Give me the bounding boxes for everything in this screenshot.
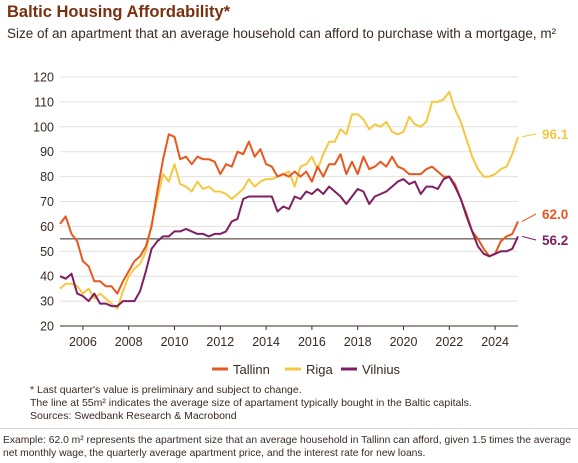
chart-subtitle: Size of an apartment that an average hou…	[7, 26, 557, 41]
y-tick-label-50: 50	[40, 245, 54, 259]
series-group	[59, 90, 519, 310]
end-label-connector-riga	[521, 133, 537, 138]
x-tick-label-2006: 2006	[69, 335, 97, 349]
x-tick-label-2014: 2014	[252, 335, 280, 349]
y-tick-label-70: 70	[40, 195, 54, 209]
gridlines	[60, 76, 518, 327]
y-axis: 20 30 40 50 60 70 80 90 100 110 120	[33, 71, 54, 334]
footnote-preliminary: * Last quarter's value is preliminary an…	[30, 384, 302, 396]
end-labels: 62.0 96.1 56.2	[521, 127, 569, 248]
divider	[0, 428, 578, 429]
y-tick-label-120: 120	[33, 71, 54, 85]
x-axis: 2006 2008 2010 2012 2014 2016 2018 2020 2022 2024	[60, 325, 518, 349]
x-tick-label-2012: 2012	[206, 335, 234, 349]
end-label-connector-tallinn	[521, 213, 537, 222]
x-tick-label-2024: 2024	[481, 335, 509, 349]
legend-label-vilnius: Vilnius	[362, 362, 401, 377]
footnote-reference-line: The line at 55m² indicates the average s…	[30, 397, 472, 409]
footnote-sources: Sources: Swedbank Research & Macrobond	[30, 410, 237, 422]
series-line-tallinn	[59, 133, 519, 295]
x-tick-label-2018: 2018	[344, 335, 372, 349]
x-tick-label-2016: 2016	[298, 335, 326, 349]
end-label-riga: 96.1	[542, 127, 569, 142]
y-tick-label-30: 30	[40, 295, 54, 309]
example-note: Example: 62.0 m² represents the apartmen…	[3, 435, 572, 459]
end-label-connector-vilnius	[521, 235, 537, 241]
x-tick-label-2010: 2010	[161, 335, 189, 349]
y-tick-label-100: 100	[33, 120, 54, 134]
legend-label-riga: Riga	[306, 362, 334, 377]
end-label-tallinn: 62.0	[542, 207, 568, 222]
legend: Tallinn Riga Vilnius	[212, 362, 401, 377]
end-label-vilnius: 56.2	[542, 233, 568, 248]
y-tick-label-20: 20	[40, 320, 54, 334]
x-tick-label-2020: 2020	[390, 335, 418, 349]
y-tick-label-60: 60	[40, 220, 54, 234]
y-tick-label-40: 40	[40, 270, 54, 284]
y-tick-label-90: 90	[40, 145, 54, 159]
x-tick-label-2022: 2022	[435, 335, 463, 349]
series-line-vilnius	[59, 175, 519, 308]
y-tick-label-110: 110	[34, 95, 54, 109]
chart-title: Baltic Housing Affordability*	[7, 3, 231, 21]
y-tick-label-80: 80	[40, 170, 54, 184]
series-line-riga	[59, 90, 519, 310]
legend-label-tallinn: Tallinn	[233, 362, 270, 377]
footnotes: * Last quarter's value is preliminary an…	[30, 384, 472, 423]
x-tick-label-2008: 2008	[115, 335, 143, 349]
